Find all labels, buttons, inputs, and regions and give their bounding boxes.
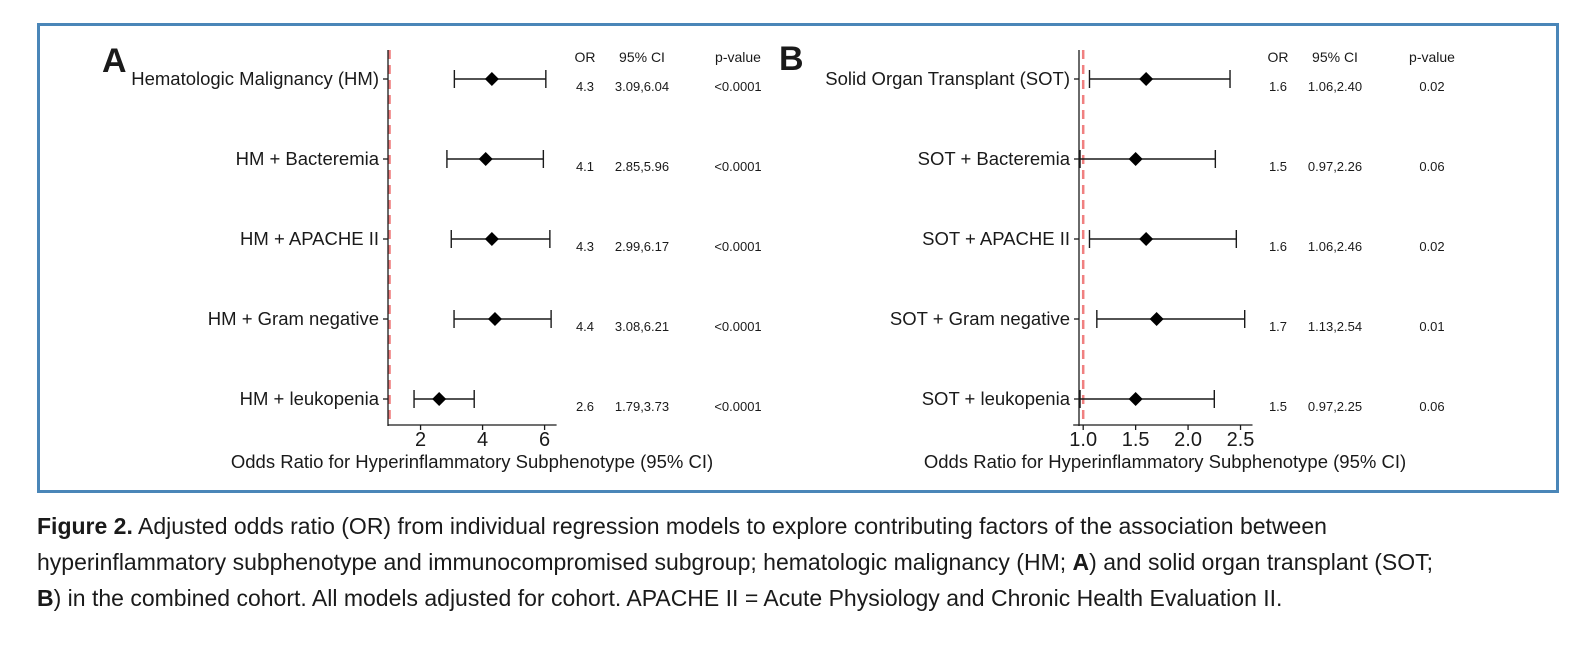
caption-panel-a-ref: A xyxy=(1072,549,1090,575)
panel-a-or-point xyxy=(484,232,499,246)
panel-a-x-tick-label: 2 xyxy=(415,429,426,451)
panel-a-row-label: HM + APACHE II xyxy=(240,228,379,249)
panel-b-p-value: 0.02 xyxy=(1419,79,1444,94)
caption-panel-b-ref: B xyxy=(37,585,54,611)
panel-b-column-header: OR xyxy=(1268,49,1289,65)
panel-b-or-point xyxy=(1128,152,1143,166)
panel-a-column-header: p-value xyxy=(715,49,761,65)
panel-b-or-value: 1.6 xyxy=(1269,239,1287,254)
panel-b-row-label: Solid Organ Transplant (SOT) xyxy=(825,68,1070,89)
caption-text-3: ) in the combined cohort. All models adj… xyxy=(53,585,1283,611)
panel-a-ci-value: 2.85,5.96 xyxy=(615,159,669,174)
panel-b-or-point xyxy=(1139,72,1154,86)
panel-b-letter: B xyxy=(779,40,804,78)
caption-text-1: Adjusted odds ratio (OR) from individual… xyxy=(132,513,1327,539)
panel-b-x-axis-title: Odds Ratio for Hyperinflammatory Subphen… xyxy=(924,451,1406,472)
panel-a-row-label: HM + Gram negative xyxy=(208,308,379,329)
panel-a-or-point xyxy=(487,312,502,326)
panel-a-row-label: Hematologic Malignancy (HM) xyxy=(131,68,379,89)
panel-a-or-value: 4.3 xyxy=(576,79,594,94)
panel-a-or-point xyxy=(484,72,499,86)
caption-text-2b: ) and solid organ transplant (SOT; xyxy=(1089,549,1434,575)
panel-b-or-value: 1.6 xyxy=(1269,79,1287,94)
panel-b-ci-value: 0.97,2.26 xyxy=(1308,159,1362,174)
panel-b-x-tick-label: 1.5 xyxy=(1122,429,1150,451)
panel-b-ci-value: 1.06,2.40 xyxy=(1308,79,1362,94)
panel-a-x-axis-title: Odds Ratio for Hyperinflammatory Subphen… xyxy=(231,451,713,472)
panel-b-or-point xyxy=(1128,392,1143,406)
panel-a-or-value: 4.4 xyxy=(576,319,594,334)
panel-a-p-value: <0.0001 xyxy=(714,319,761,334)
panel-a-x-tick-label: 4 xyxy=(477,429,488,451)
panel-b-p-value: 0.02 xyxy=(1419,239,1444,254)
panel-a-or-point xyxy=(432,392,447,406)
panel-b-column-header: p-value xyxy=(1409,49,1455,65)
panel-b-or-point xyxy=(1139,232,1154,246)
panel-b-x-tick-label: 1.0 xyxy=(1069,429,1097,451)
panel-a-p-value: <0.0001 xyxy=(714,239,761,254)
panel-b-p-value: 0.06 xyxy=(1419,399,1444,414)
panel-a-p-value: <0.0001 xyxy=(714,159,761,174)
panel-a-or-value: 2.6 xyxy=(576,399,594,414)
panel-a-column-header: OR xyxy=(575,49,596,65)
panel-b-p-value: 0.01 xyxy=(1419,319,1444,334)
figure-frame xyxy=(37,23,1559,493)
caption-line-1: Figure 2. Adjusted odds ratio (OR) from … xyxy=(37,508,1562,544)
panel-a-p-value: <0.0001 xyxy=(714,399,761,414)
panel-b-p-value: 0.06 xyxy=(1419,159,1444,174)
figure-caption: Figure 2. Adjusted odds ratio (OR) from … xyxy=(37,508,1562,616)
panel-a-or-value: 4.3 xyxy=(576,239,594,254)
panel-a-ci-value: 1.79,3.73 xyxy=(615,399,669,414)
panel-a-x-tick-label: 6 xyxy=(539,429,550,451)
panel-b-or-value: 1.5 xyxy=(1269,159,1287,174)
panel-a-row-label: HM + leukopenia xyxy=(240,388,380,409)
caption-line-3: B) in the combined cohort. All models ad… xyxy=(37,580,1562,616)
panel-b-row-label: SOT + Bacteremia xyxy=(918,148,1071,169)
panel-b-column-header: 95% CI xyxy=(1312,49,1358,65)
panel-b-or-point xyxy=(1149,312,1164,326)
panel-a-letter: A xyxy=(102,42,127,80)
panel-b-x-tick-label: 2.5 xyxy=(1227,429,1255,451)
panel-b-row-label: SOT + Gram negative xyxy=(890,308,1070,329)
panel-b-row-label: SOT + APACHE II xyxy=(922,228,1070,249)
panel-a-row-label: HM + Bacteremia xyxy=(236,148,380,169)
caption-figure-label: Figure 2. xyxy=(37,513,133,539)
caption-line-2: hyperinflammatory subphenotype and immun… xyxy=(37,544,1562,580)
panel-b-or-value: 1.5 xyxy=(1269,399,1287,414)
panel-a-or-point xyxy=(478,152,493,166)
panel-a-p-value: <0.0001 xyxy=(714,79,761,94)
panel-a-ci-value: 3.08,6.21 xyxy=(615,319,669,334)
caption-text-2a: hyperinflammatory subphenotype and immun… xyxy=(37,549,1073,575)
panel-b-or-value: 1.7 xyxy=(1269,319,1287,334)
panel-b-x-tick-label: 2.0 xyxy=(1174,429,1202,451)
panel-b-ci-value: 1.06,2.46 xyxy=(1308,239,1362,254)
panel-b-ci-value: 1.13,2.54 xyxy=(1308,319,1362,334)
panel-a-column-header: 95% CI xyxy=(619,49,665,65)
panel-a-ci-value: 3.09,6.04 xyxy=(615,79,669,94)
panel-a-ci-value: 2.99,6.17 xyxy=(615,239,669,254)
panel-b-ci-value: 0.97,2.25 xyxy=(1308,399,1362,414)
panel-b-row-label: SOT + leukopenia xyxy=(922,388,1071,409)
panel-a-or-value: 4.1 xyxy=(576,159,594,174)
